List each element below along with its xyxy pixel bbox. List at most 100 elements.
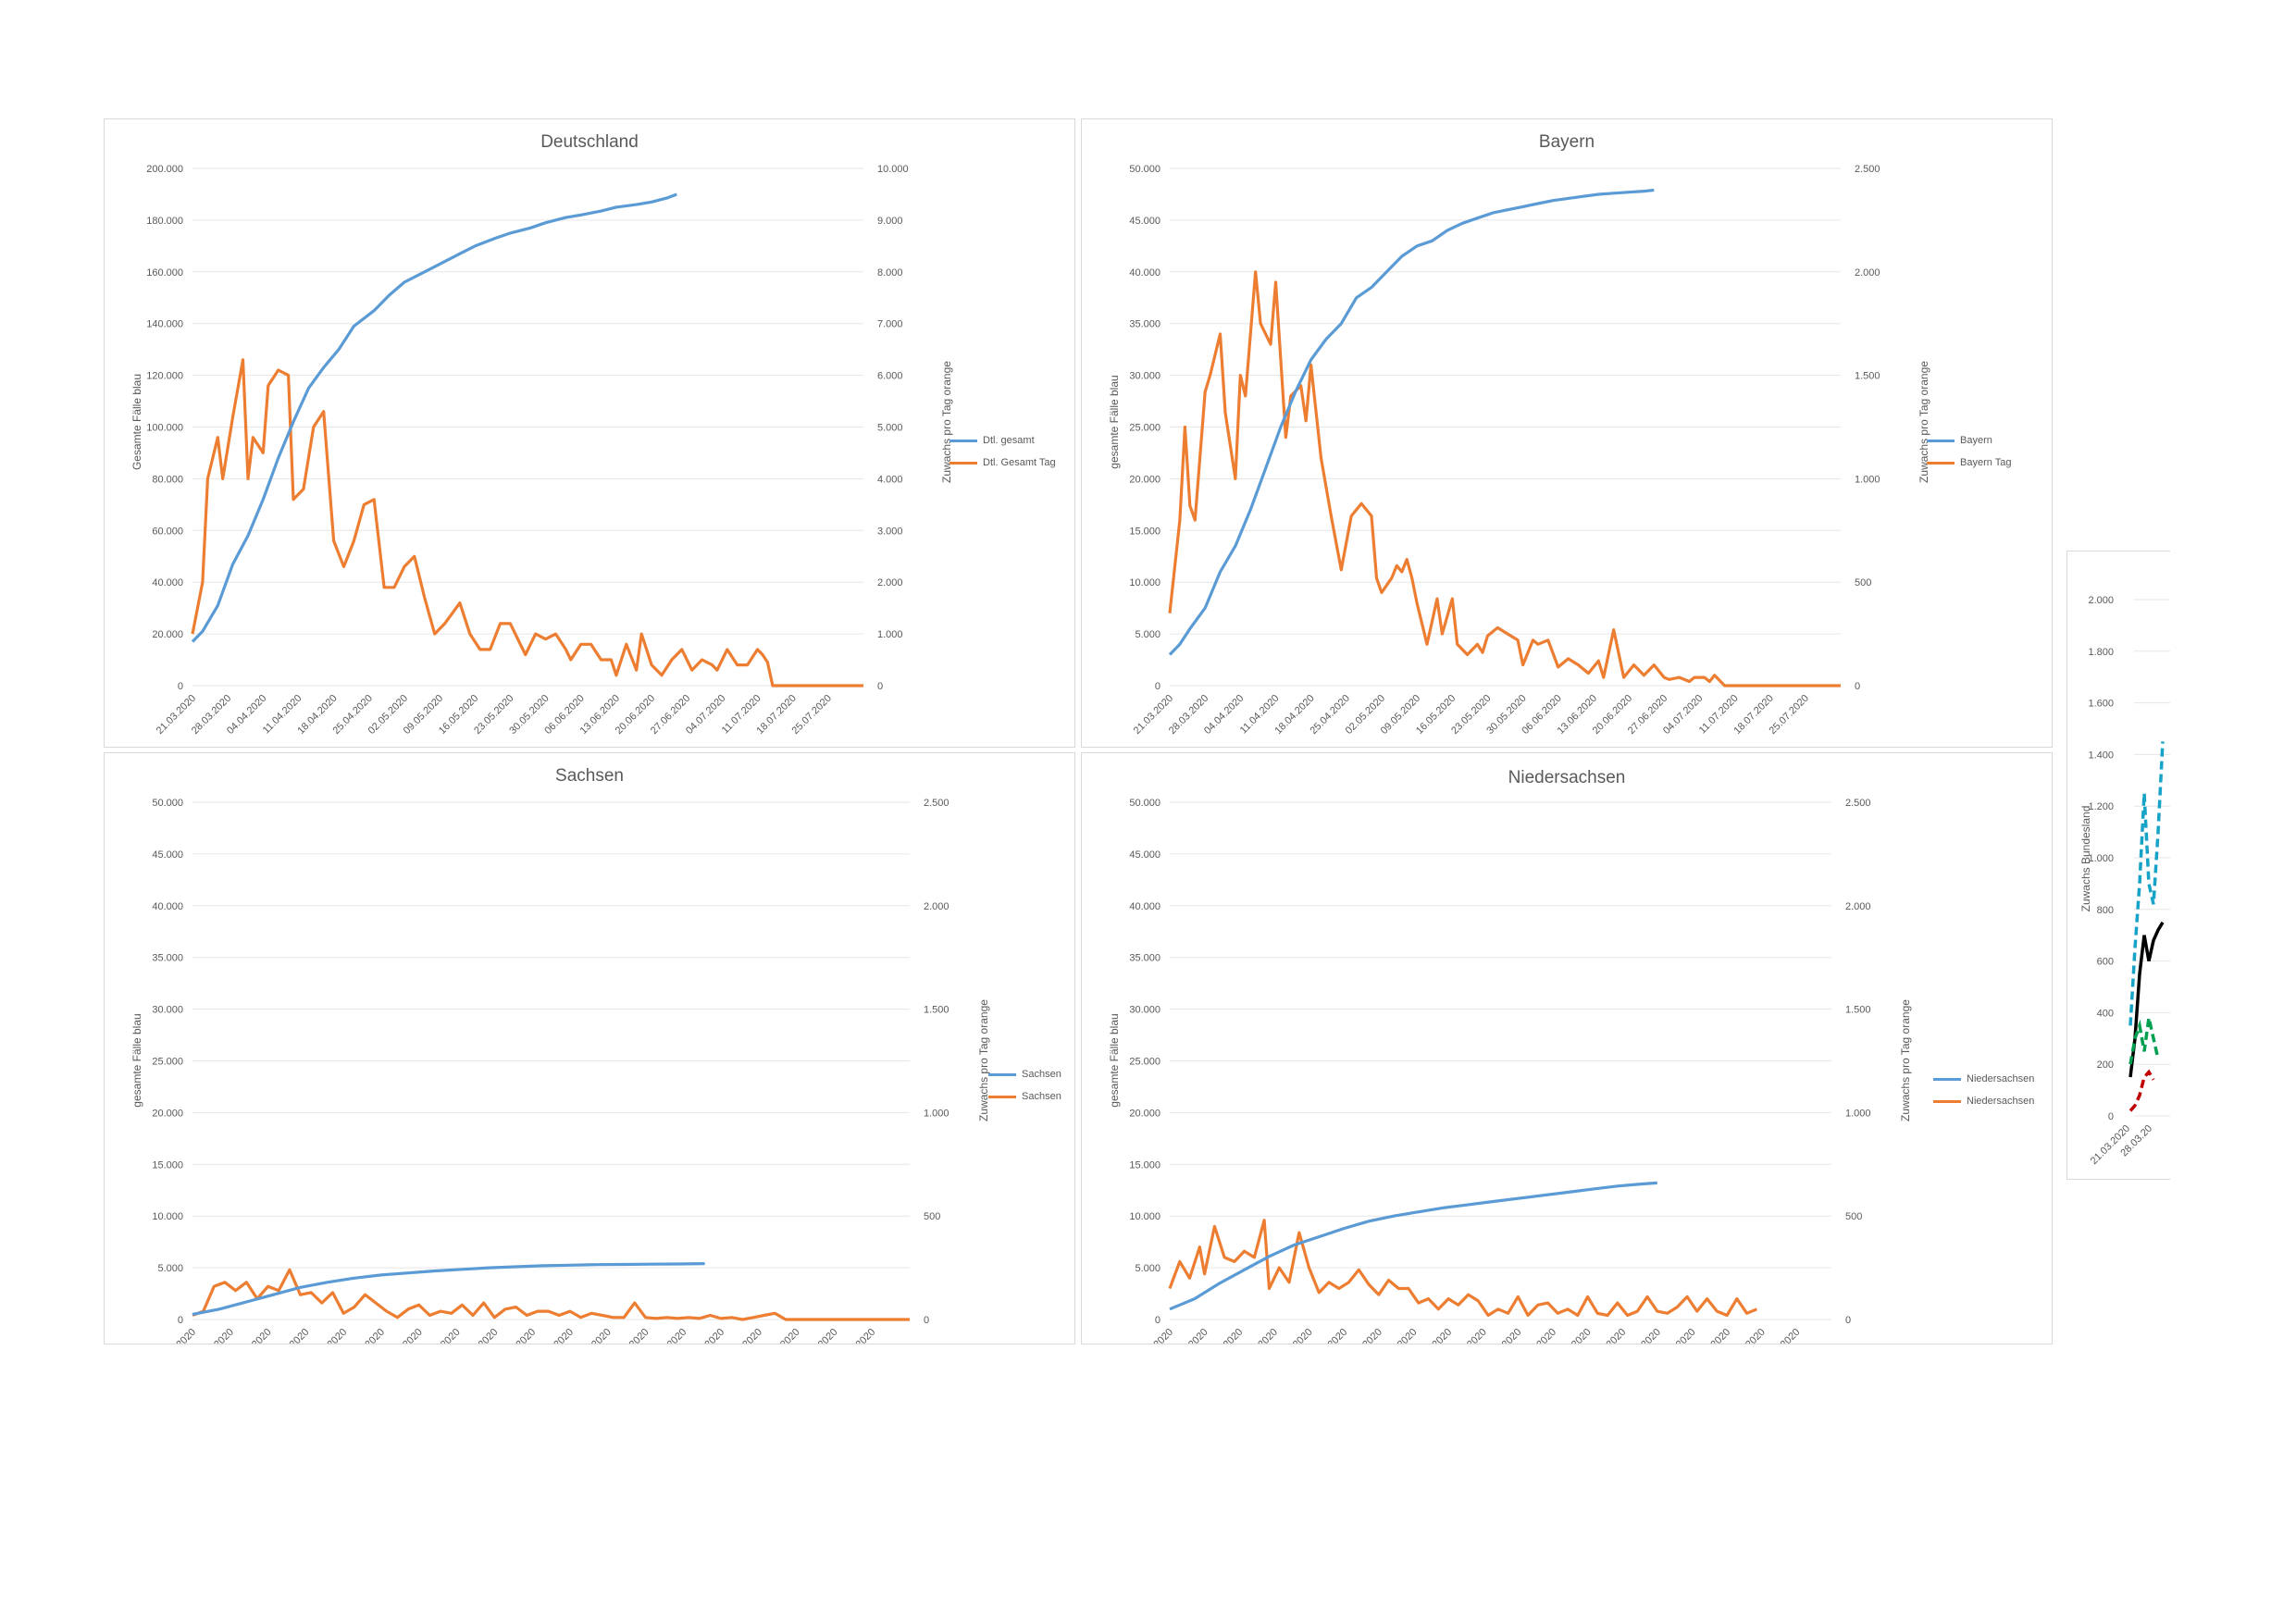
y-tick-label: 25.000 <box>152 1057 183 1068</box>
x-tick-label: 13.06.2020 <box>607 1327 651 1344</box>
y-axis-label-left: gesamte Fälle blau <box>130 1013 143 1108</box>
y-tick-label: 45.000 <box>1129 216 1160 227</box>
y-tick-label: 45.000 <box>152 849 183 861</box>
y2-tick-label: 2.500 <box>1845 798 1871 809</box>
legend-label: Dtl. Gesamt Tag <box>983 457 1056 468</box>
y-tick-label: 5.000 <box>1135 629 1160 640</box>
legend-label: Bayern Tag <box>1960 457 2012 468</box>
y2-tick-label: 8.000 <box>877 267 903 279</box>
legend-label: Sachsen <box>1022 1069 1061 1080</box>
y-tick-label: 40.000 <box>1129 901 1160 912</box>
y2-tick-label: 500 <box>1855 577 1871 588</box>
chart-plot-niedersachsen: 0 5.000 10.000 15.000 20.000 25.000 30.000 35.0… <box>1129 798 1871 1344</box>
y-tick-label: 200 <box>2097 1059 2114 1071</box>
y-tick-label: 600 <box>2097 957 2114 968</box>
y-tick-label: 50.000 <box>152 798 183 809</box>
y-tick-label: 200.000 <box>146 164 183 175</box>
y-tick-label: 80.000 <box>152 474 183 485</box>
y2-tick-label: 2.000 <box>1855 267 1880 279</box>
y-tick-label: 1.200 <box>2088 801 2114 812</box>
y2-tick-label: 7.000 <box>877 319 903 330</box>
y-tick-label: 800 <box>2097 905 2114 916</box>
chart-panel-bayern: Bayern 0 5.000 10.000 15.000 20.000 25.000 30.… <box>1081 118 2053 748</box>
y2-tick-label: 0 <box>1845 1315 1851 1326</box>
legend-item: Bayern <box>1927 429 2011 452</box>
y-tick-label: 1.000 <box>2088 853 2114 864</box>
series-line-total <box>192 1262 705 1316</box>
y2-tick-label: 2.500 <box>1855 164 1880 175</box>
y2-tick-label: 2.000 <box>877 577 903 588</box>
x-tick-label: 18.07.2020 <box>796 1327 839 1344</box>
y-tick-label: 40.000 <box>152 901 183 912</box>
y-tick-label: 0 <box>1155 1315 1160 1326</box>
y2-tick-label: 0 <box>924 1315 929 1326</box>
chart-title: Bayern <box>1538 132 1595 152</box>
y-tick-label: 15.000 <box>1129 526 1160 537</box>
legend-item: Sachsen <box>988 1063 1061 1085</box>
chart-title: Sachsen <box>555 766 624 786</box>
y-axis-label-left: Gesamte Fälle blau <box>130 373 143 471</box>
chart-panel-niedersachsen: Niedersachsen 0 5.000 10.000 15.000 20.000 25… <box>1081 752 2053 1344</box>
y-axis-label-left: Zuwachs Bundesland <box>2079 805 2092 912</box>
chart-plot-bundesland: 0 200 400 600 800 1.000 1.200 1.400 1.600 1.800 2.… <box>2088 595 2170 1167</box>
chart-panel-deutschland: Deutschland 0 20.000 40.000 60.000 80.000 100… <box>104 118 1075 748</box>
y2-tick-label: 1.000 <box>877 629 903 640</box>
y-tick-label: 30.000 <box>1129 1005 1160 1016</box>
x-tick-label: 27.06.2020 <box>683 1327 726 1344</box>
y-tick-label: 45.000 <box>1129 849 1160 861</box>
y-tick-label: 25.000 <box>1129 423 1160 434</box>
y2-tick-label: 5.000 <box>877 423 903 434</box>
chart-legend: Niedersachsen Niedersachsen <box>1933 1068 2034 1112</box>
y-tick-label: 20.000 <box>152 629 183 640</box>
y-tick-label: 40.000 <box>1129 267 1160 279</box>
y-tick-label: 20.000 <box>152 1108 183 1119</box>
x-tick-label: 20.06.2020 <box>645 1327 689 1344</box>
legend-item: Dtl. Gesamt Tag <box>949 452 1056 474</box>
y-axis-label-right: Zuwachs pro Tag orange <box>977 999 990 1121</box>
series-line-daily <box>1168 270 1841 688</box>
y-tick-label: 10.000 <box>152 1211 183 1222</box>
series-line <box>2128 1069 2155 1112</box>
chart-legend: Bayern Bayern Tag <box>1927 429 2011 474</box>
y-tick-label: 50.000 <box>1129 798 1160 809</box>
y-tick-label: 1.400 <box>2088 750 2114 761</box>
x-tick-label: 30.05.2020 <box>532 1327 576 1344</box>
y-tick-label: 180.000 <box>146 216 183 227</box>
y-tick-label: 5.000 <box>157 1263 183 1274</box>
x-tick-label: 04.07.2020 <box>721 1327 764 1344</box>
y-tick-label: 25.000 <box>1129 1057 1160 1068</box>
legend-item: Bayern Tag <box>1927 452 2011 474</box>
x-tick-label: 18.04.2020 <box>305 1327 349 1344</box>
y-tick-label: 0 <box>1155 681 1160 692</box>
y-axis-label-right: Zuwachs pro Tag orange <box>1899 999 1912 1121</box>
y-tick-label: 15.000 <box>1129 1159 1160 1171</box>
x-tick-label: 25.04.2020 <box>343 1327 387 1344</box>
chart-legend: Sachsen Sachsen <box>988 1063 1061 1108</box>
y2-tick-label: 0 <box>877 681 883 692</box>
legend-item: Sachsen <box>988 1085 1061 1108</box>
y-tick-label: 1.600 <box>2088 699 2114 710</box>
chart-plot-deutschland: 0 20.000 40.000 60.000 80.000 100.000 120.000 1… <box>146 164 908 737</box>
series-line-daily <box>192 1268 910 1321</box>
y2-tick-label: 2.000 <box>1845 901 1871 912</box>
series-line <box>2128 921 2165 1078</box>
y2-tick-label: 1.000 <box>924 1108 949 1119</box>
legend-label: Dtl. gesamt <box>983 435 1035 446</box>
y2-tick-label: 1.500 <box>924 1005 949 1016</box>
y-tick-label: 5.000 <box>1135 1263 1160 1274</box>
legend-label: Niedersachsen <box>1967 1096 2035 1107</box>
series-line <box>2128 741 2165 1026</box>
legend-item: Niedersachsen <box>1933 1090 2034 1112</box>
x-tick-label: 25.07.2020 <box>834 1327 877 1344</box>
y-tick-label: 10.000 <box>1129 577 1160 588</box>
x-tick-label: 02.05.2020 <box>380 1327 424 1344</box>
y-tick-label: 140.000 <box>146 319 183 330</box>
series-line-total <box>1168 188 1655 656</box>
y2-tick-label: 500 <box>924 1211 940 1222</box>
y-tick-label: 1.800 <box>2088 647 2114 658</box>
y-tick-label: 0 <box>178 1315 183 1326</box>
y2-tick-label: 0 <box>1855 681 1860 692</box>
x-tick-label: 04.04.2020 <box>230 1327 273 1344</box>
series-line-daily <box>1168 1219 1758 1318</box>
y2-tick-label: 6.000 <box>877 371 903 382</box>
